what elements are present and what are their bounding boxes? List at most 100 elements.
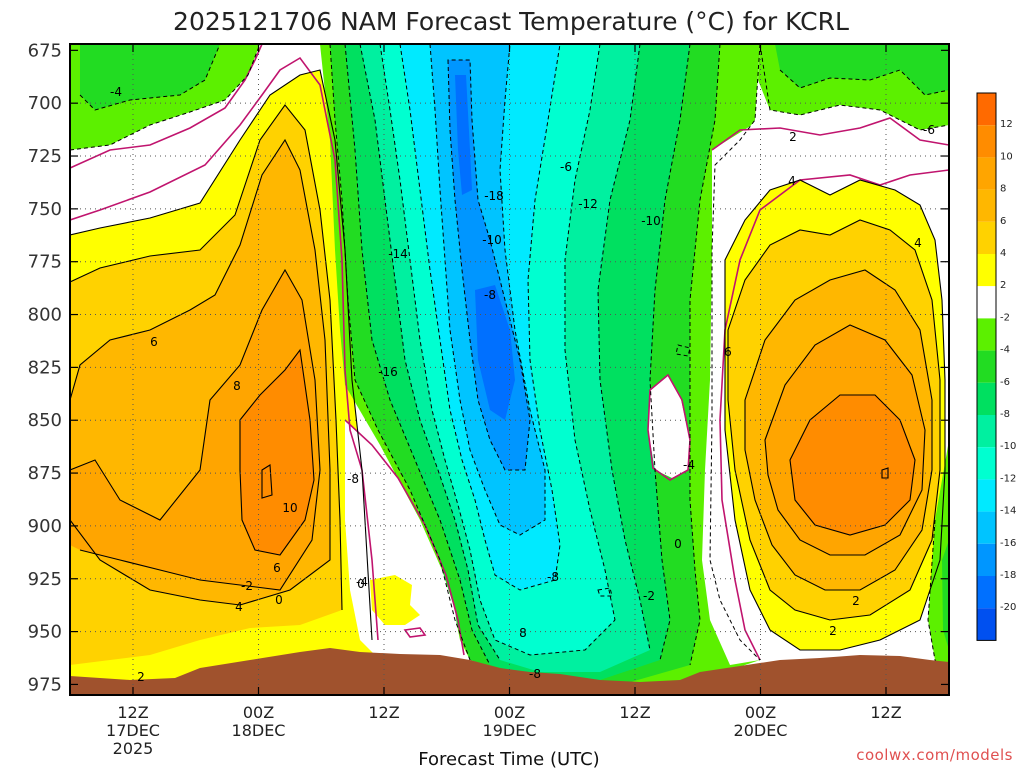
cold-4-right-edge	[942, 540, 949, 650]
contour-label: -8	[547, 570, 559, 584]
colorbar-label: -10	[1000, 441, 1016, 452]
contour-label-text: -18	[484, 189, 504, 203]
contour-label: 6	[273, 561, 281, 575]
colorbar-band	[977, 576, 996, 609]
contour-label-text: -8	[484, 288, 496, 302]
contour-label: 2	[789, 130, 797, 144]
colorbar-band	[977, 415, 996, 448]
contour-label-text: 2	[829, 624, 837, 638]
chart-title: 2025121706 NAM Forecast Temperature (°C)…	[173, 7, 849, 36]
warm-10-12-right	[790, 395, 915, 535]
colorbar-label: -2	[1000, 312, 1010, 323]
y-tick-label: 775	[28, 252, 62, 273]
contour-label-text: -10	[482, 233, 502, 247]
contour-label-text: 0	[674, 537, 682, 551]
contour-label-text: 4	[788, 174, 796, 188]
colorbar-label: -16	[1000, 538, 1016, 549]
y-tick-label: 975	[28, 674, 62, 695]
contour-label-text: -4	[110, 85, 122, 99]
colorbar-band	[977, 447, 996, 480]
contour-label: 6	[724, 345, 732, 359]
contour-label: 0	[275, 593, 283, 607]
contour-label-text: 8	[233, 379, 241, 393]
x-tick-label: 12Z	[368, 703, 399, 722]
colorbar-label: 10	[1000, 151, 1013, 162]
near-zero-pocket-right	[648, 375, 690, 478]
colorbar: 12 10 8 6 4 2 -2 -4 -6 -8 -10 -12 -14 -16 -18 -20	[976, 92, 1016, 641]
x-tick-label: 12Z	[619, 703, 650, 722]
contour-label-text: -6	[560, 160, 572, 174]
y-tick-label: 950	[28, 622, 62, 643]
contour-labels: -40246810-20-8-4-14-16-18-10-8-6-12-10-8…	[110, 85, 935, 684]
colorbar-band	[977, 382, 996, 415]
contour-label: 8	[233, 379, 241, 393]
contour-label: -2	[241, 579, 253, 593]
contour-label-text: -14	[388, 247, 408, 261]
colorbar-frame	[976, 92, 997, 641]
y-tick-label: 750	[28, 199, 62, 220]
contour-label: 4	[914, 236, 922, 250]
x-tick-label: 00Z	[243, 703, 274, 722]
contour-label-text: 10	[282, 501, 297, 515]
contour-label-text: -6	[923, 123, 935, 137]
x-tick-label: 20DEC	[734, 721, 788, 740]
contour-label-text: -4	[356, 575, 368, 589]
contour-label: -8	[484, 288, 496, 302]
colorbar-band	[977, 479, 996, 512]
colorbar-label: 6	[1000, 216, 1006, 227]
colorbar-band	[977, 608, 996, 641]
near-zero-right-strip	[702, 120, 949, 665]
contour-label: -8	[347, 472, 359, 486]
contour-label: -10	[641, 214, 661, 228]
x-tick-label: 2025	[113, 739, 154, 758]
contour-label: 2	[829, 624, 837, 638]
contour-label-text: -8	[347, 472, 359, 486]
contour-label-text: 2	[789, 130, 797, 144]
x-axis-label: Forecast Time (UTC)	[418, 749, 599, 768]
x-tick-label: 17DEC	[106, 721, 160, 740]
contour-label-text: -8	[547, 570, 559, 584]
contour-label: -8	[529, 667, 541, 681]
colorbar-label: 12	[1000, 119, 1013, 130]
colorbar-label: 2	[1000, 280, 1006, 291]
contour-label: 6	[150, 335, 158, 349]
contour-label: 0	[357, 577, 365, 591]
x-tick-label: 00Z	[745, 703, 776, 722]
contour-label: -6	[560, 160, 572, 174]
plot-area	[70, 44, 949, 695]
colorbar-band	[977, 543, 996, 576]
contour-label: 0	[674, 537, 682, 551]
cold-4-top-right	[775, 44, 949, 95]
contour-label-text: 6	[273, 561, 281, 575]
colorbar-label: -6	[1000, 377, 1010, 388]
contour-label-text: 2	[852, 594, 860, 608]
y-tick-label: 875	[28, 463, 62, 484]
colorbar-label: -20	[1000, 602, 1016, 613]
contour-label: -4	[683, 458, 695, 472]
x-tick-label: 00Z	[494, 703, 525, 722]
x-tick-label: 12Z	[870, 703, 901, 722]
contour-label: -16	[378, 365, 398, 379]
contour-label: -10	[482, 233, 502, 247]
y-tick-label: 925	[28, 569, 62, 590]
colorbar-label: -8	[1000, 409, 1010, 420]
y-tick-label: 700	[28, 93, 62, 114]
contour-label-text: 4	[914, 236, 922, 250]
cold-18-20-center	[455, 75, 515, 420]
y-tick-label: 725	[28, 146, 62, 167]
colorbar-label: -14	[1000, 506, 1016, 517]
colorbar-label: -12	[1000, 473, 1016, 484]
contour-label: -18	[484, 189, 504, 203]
near-zero-band-left	[70, 105, 245, 220]
contour-label-text: -4	[683, 458, 695, 472]
contour-label-text: -12	[578, 197, 598, 211]
positive-contours	[70, 69, 946, 651]
contour-label: 8	[519, 626, 527, 640]
contour-label-text: -2	[241, 579, 253, 593]
colorbar-band	[977, 221, 996, 254]
x-tick-label: 18DEC	[232, 721, 286, 740]
contour-label-text: 6	[724, 345, 732, 359]
terrain	[70, 648, 949, 695]
contour-label-text: 4	[235, 600, 243, 614]
